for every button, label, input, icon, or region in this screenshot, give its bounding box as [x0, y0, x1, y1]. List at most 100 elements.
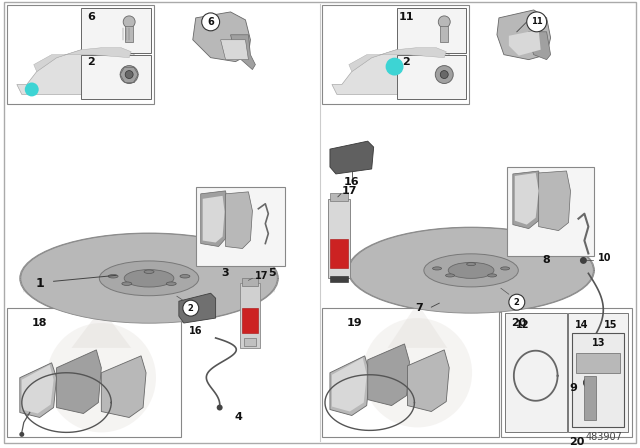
Circle shape: [438, 16, 450, 28]
Polygon shape: [497, 10, 550, 60]
Text: 8: 8: [543, 255, 550, 265]
Circle shape: [217, 405, 223, 410]
Text: 20: 20: [511, 318, 527, 328]
Text: 483907: 483907: [586, 432, 622, 442]
Ellipse shape: [448, 263, 494, 278]
Bar: [330, 238, 348, 268]
Circle shape: [440, 71, 448, 78]
Polygon shape: [408, 350, 449, 412]
Bar: [322, 308, 499, 437]
Text: 17: 17: [255, 271, 269, 281]
Ellipse shape: [144, 270, 154, 273]
Text: 6: 6: [207, 17, 214, 27]
Text: 2: 2: [403, 56, 410, 67]
Polygon shape: [56, 350, 101, 414]
Bar: [577, 353, 620, 373]
Polygon shape: [34, 47, 131, 72]
Ellipse shape: [500, 267, 509, 270]
Circle shape: [19, 432, 24, 437]
Polygon shape: [225, 192, 252, 249]
Ellipse shape: [433, 267, 442, 270]
Circle shape: [183, 300, 199, 316]
Text: 9: 9: [570, 383, 577, 392]
Text: 4: 4: [234, 413, 243, 422]
Bar: [568, 313, 628, 432]
Polygon shape: [388, 303, 447, 348]
Ellipse shape: [348, 227, 595, 314]
Bar: [125, 26, 133, 42]
Polygon shape: [17, 47, 151, 95]
Text: 1: 1: [35, 277, 44, 290]
Circle shape: [580, 257, 587, 264]
Bar: [397, 55, 466, 99]
Text: 11: 11: [399, 12, 414, 22]
Bar: [81, 55, 151, 99]
Text: 20: 20: [569, 437, 584, 448]
Circle shape: [584, 378, 593, 388]
Polygon shape: [221, 40, 248, 60]
Bar: [330, 193, 348, 201]
Polygon shape: [539, 171, 570, 231]
Ellipse shape: [20, 233, 278, 323]
Polygon shape: [72, 308, 131, 348]
Text: 14: 14: [575, 320, 588, 330]
Ellipse shape: [488, 274, 497, 277]
Circle shape: [509, 294, 525, 310]
Text: 18: 18: [32, 318, 47, 328]
Bar: [572, 333, 624, 427]
Polygon shape: [230, 35, 255, 69]
Text: 7: 7: [415, 303, 423, 313]
Polygon shape: [20, 363, 56, 418]
Circle shape: [25, 82, 38, 96]
Polygon shape: [529, 32, 550, 60]
Bar: [505, 313, 566, 432]
Bar: [196, 187, 285, 267]
Ellipse shape: [166, 282, 176, 285]
Bar: [584, 376, 596, 421]
Circle shape: [120, 65, 138, 83]
Circle shape: [123, 16, 135, 28]
Circle shape: [125, 71, 133, 78]
Text: 19: 19: [347, 318, 363, 328]
Polygon shape: [179, 293, 216, 323]
Ellipse shape: [467, 263, 476, 266]
Bar: [81, 8, 151, 53]
Polygon shape: [332, 358, 367, 412]
Circle shape: [47, 323, 156, 432]
Circle shape: [202, 13, 220, 31]
Text: 13: 13: [591, 338, 605, 348]
Bar: [501, 308, 632, 437]
Bar: [330, 276, 348, 282]
Text: 16: 16: [189, 326, 202, 336]
Polygon shape: [349, 47, 446, 72]
Bar: [397, 8, 466, 53]
Bar: [322, 5, 469, 104]
Circle shape: [363, 318, 472, 427]
Ellipse shape: [108, 275, 118, 278]
Ellipse shape: [124, 270, 174, 287]
Polygon shape: [22, 365, 54, 414]
Text: 6: 6: [88, 12, 95, 22]
Bar: [243, 308, 259, 333]
Text: 5: 5: [268, 268, 276, 278]
Polygon shape: [330, 141, 374, 174]
Text: 3: 3: [221, 268, 229, 278]
Ellipse shape: [180, 275, 190, 278]
Polygon shape: [509, 30, 541, 56]
Bar: [7, 308, 181, 437]
Polygon shape: [101, 356, 146, 418]
Text: 12: 12: [516, 320, 529, 330]
Polygon shape: [330, 356, 370, 415]
Circle shape: [527, 12, 547, 32]
Ellipse shape: [21, 233, 277, 323]
Ellipse shape: [122, 282, 132, 285]
Polygon shape: [368, 344, 410, 405]
Bar: [7, 5, 154, 104]
Polygon shape: [201, 191, 228, 246]
Polygon shape: [193, 12, 250, 62]
Bar: [507, 167, 595, 256]
Text: 10: 10: [598, 254, 612, 263]
Bar: [243, 278, 259, 286]
Text: 15: 15: [604, 320, 617, 330]
Polygon shape: [203, 196, 225, 242]
